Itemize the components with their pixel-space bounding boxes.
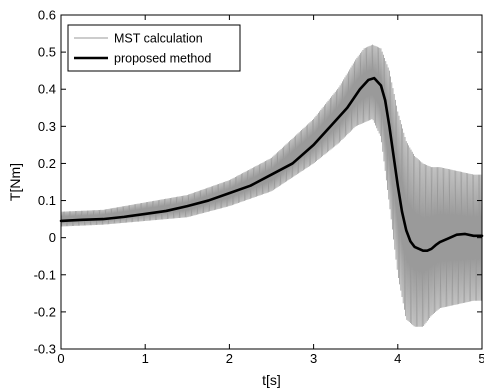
x-tick-label: 1 [142, 351, 149, 366]
x-tick-label: 0 [57, 351, 64, 366]
y-tick-label: 0.3 [38, 119, 56, 134]
legend-box [67, 24, 241, 72]
y-tick-label: 0.1 [38, 193, 56, 208]
axis-ticks: 0 1 2 3 4 5 -0.3 -0.2 -0.1 0 0.1 0.2 0.3 0.4 0.5 0.6 [34, 8, 484, 367]
plot-series [59, 44, 484, 327]
legend-label-mst: MST calculation [114, 32, 203, 46]
y-axis-label: T[Nm] [7, 163, 23, 201]
y-tick-label: 0.4 [38, 82, 56, 97]
x-tick-label: 2 [226, 351, 233, 366]
plot-frame [60, 14, 483, 350]
x-tick-label: 4 [394, 351, 401, 366]
y-tick-label: 0.6 [38, 8, 56, 23]
x-axis-label: t[s] [262, 372, 281, 388]
y-tick-label: -0.1 [34, 267, 56, 282]
y-tick-label: 0 [49, 230, 56, 245]
y-tick-label: 0.5 [38, 45, 56, 60]
x-tick-label: 5 [478, 351, 484, 366]
legend-label-proposed: proposed method [114, 52, 211, 66]
x-tick-label: 3 [310, 351, 317, 366]
series-proposed-method [59, 76, 484, 252]
y-tick-label: -0.2 [34, 304, 56, 319]
y-tick-label: 0.2 [38, 156, 56, 171]
legend: MST calculation proposed method [67, 24, 241, 72]
y-tick-label: -0.3 [34, 342, 56, 357]
